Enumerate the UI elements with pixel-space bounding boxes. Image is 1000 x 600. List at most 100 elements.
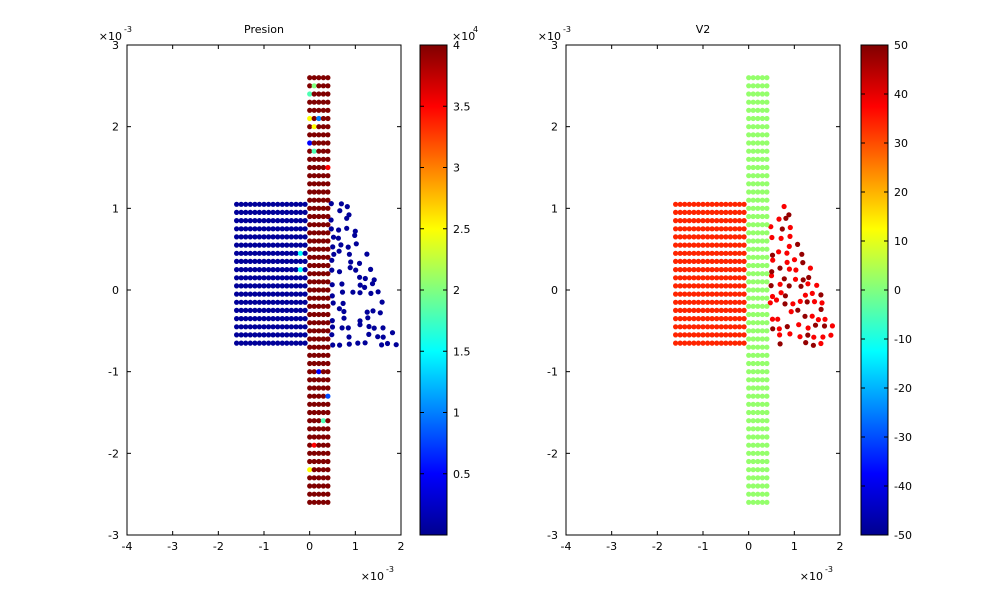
v2-block-point	[691, 340, 697, 346]
v2-band-point	[759, 336, 766, 342]
v2-band-point	[764, 115, 770, 122]
presion-block-point	[284, 234, 290, 240]
v2-band-point	[755, 271, 761, 277]
presion-tail-point	[357, 318, 363, 324]
presion-band-point	[325, 352, 331, 358]
presion-tail-point	[366, 331, 372, 337]
v2-band-point	[759, 352, 766, 358]
v2-y-tick-label: -1	[547, 366, 558, 379]
presion-tail-point	[328, 201, 334, 207]
v2-block-point	[714, 275, 720, 281]
v2-x-multiplier: ×10 -3	[800, 565, 833, 583]
presion-block-point	[266, 299, 272, 305]
v2-block-point	[727, 340, 734, 346]
presion-band-point	[311, 499, 317, 505]
presion-block-point	[252, 316, 258, 322]
presion-block-point	[270, 307, 276, 313]
v2-block-point	[677, 218, 683, 224]
presion-band-point	[320, 91, 326, 97]
v2-block-point	[700, 218, 706, 224]
v2-colorbar-tick-label: -40	[894, 480, 912, 493]
svg-text:-3: -3	[386, 565, 394, 574]
presion-band-point	[316, 124, 322, 130]
presion-block-point	[302, 258, 308, 264]
presion-block-point	[293, 258, 299, 264]
v2-block-point	[718, 283, 724, 289]
v2-x-tick-label: 0	[745, 540, 752, 553]
v2-block-point	[691, 316, 697, 322]
v2-band-point	[746, 360, 752, 367]
presion-block-point	[247, 201, 253, 207]
v2-band-point	[759, 442, 766, 448]
v2-block-point	[691, 201, 697, 207]
v2-band-point	[759, 360, 766, 367]
v2-band-point	[759, 148, 766, 154]
presion-block-point	[297, 291, 304, 297]
v2-band-point	[759, 467, 766, 473]
presion-band-point	[307, 483, 313, 489]
presion-band-point	[307, 83, 313, 89]
v2-block-point	[686, 275, 692, 281]
v2-block-point	[714, 267, 720, 273]
presion-band-point	[316, 499, 322, 505]
presion-band-point	[316, 197, 322, 203]
v2-tail-point	[786, 283, 792, 289]
presion-band-point	[307, 426, 313, 432]
presion-block-point	[247, 307, 253, 313]
presion-band-point	[325, 409, 331, 416]
presion-band-point	[307, 491, 313, 497]
v2-block-point	[673, 218, 679, 224]
v2-x-tick-label: -2	[652, 540, 663, 553]
presion-band-point	[325, 279, 331, 285]
v2-tail-point	[803, 340, 809, 346]
presion-band-point	[316, 401, 322, 407]
presion-block-point	[275, 226, 281, 232]
presion-block-point	[266, 340, 272, 346]
v2-band-point	[759, 295, 766, 301]
v2-band-point	[746, 197, 752, 203]
v2-band-point	[764, 344, 770, 350]
presion-block-point	[256, 242, 262, 248]
presion-block-point	[297, 226, 304, 232]
presion-band-point	[307, 434, 313, 440]
v2-band-point	[750, 360, 756, 367]
v2-tail-point	[811, 299, 818, 305]
presion-tail-point	[369, 281, 376, 287]
presion-tail-point	[339, 281, 345, 287]
presion-band-point	[316, 303, 322, 309]
presion-tail-point	[336, 269, 343, 275]
presion-block-point	[275, 340, 281, 346]
v2-band-point	[759, 107, 766, 113]
v2-band-point	[764, 336, 770, 342]
presion-band-point	[307, 164, 313, 171]
presion-block-point	[234, 218, 240, 224]
v2-band-point	[746, 385, 752, 391]
v2-band-point	[750, 377, 756, 383]
presion-block-point	[302, 340, 308, 346]
presion-tail-point	[353, 267, 359, 273]
presion-band-point	[307, 442, 313, 448]
presion-band-point	[325, 434, 331, 440]
presion-block-point	[270, 291, 276, 297]
v2-band-point	[750, 287, 756, 293]
presion-band-point	[325, 75, 331, 81]
v2-block-point	[723, 316, 729, 322]
v2-block-point	[736, 267, 743, 273]
v2-band-point	[755, 311, 761, 318]
presion-band-point	[307, 336, 313, 342]
v2-tail-point	[811, 334, 817, 340]
v2-band-point	[755, 164, 761, 171]
v2-band-point	[759, 458, 766, 465]
v2-band-point	[755, 369, 761, 375]
presion-block-point	[270, 275, 276, 281]
presion-block-point	[238, 242, 244, 248]
presion-block-point	[266, 267, 272, 273]
v2-x-tick-label: -1	[698, 540, 709, 553]
v2-block-point	[718, 201, 724, 207]
v2-band-point	[755, 115, 761, 122]
presion-block-point	[284, 316, 290, 322]
presion-band-point	[311, 173, 317, 179]
v2-block-point	[677, 201, 683, 207]
v2-band-point	[755, 303, 761, 309]
presion-block-point	[252, 275, 258, 281]
